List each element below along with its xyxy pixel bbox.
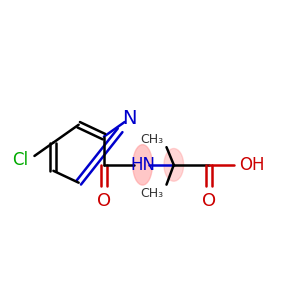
Text: HN: HN <box>130 156 155 174</box>
Text: O: O <box>97 192 111 210</box>
Text: N: N <box>122 109 136 128</box>
Text: O: O <box>202 192 217 210</box>
Text: Cl: Cl <box>12 152 28 169</box>
Text: OH: OH <box>239 156 265 174</box>
Text: CH₃: CH₃ <box>140 187 164 200</box>
Text: CH₃: CH₃ <box>140 133 164 146</box>
Ellipse shape <box>164 148 184 181</box>
Ellipse shape <box>133 145 152 185</box>
